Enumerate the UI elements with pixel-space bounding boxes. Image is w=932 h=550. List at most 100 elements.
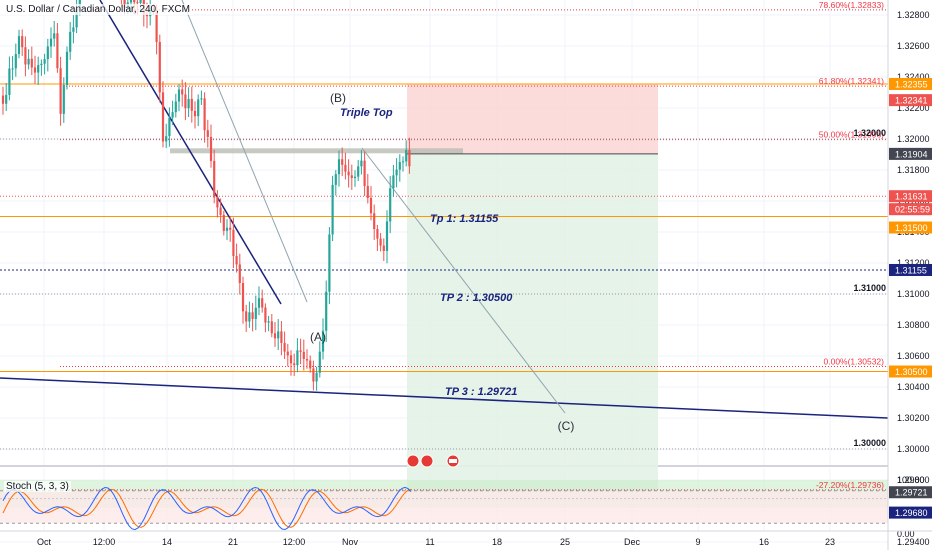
price-label-box [889, 203, 932, 216]
price-label-box [889, 221, 932, 234]
candle-body [373, 213, 376, 229]
fib-label: 0.00%(1.30532) [824, 357, 885, 367]
price-label-box [889, 365, 932, 378]
candle-body [33, 67, 37, 73]
candle-body [21, 36, 24, 48]
candle-body [229, 227, 232, 230]
time-tick-label: 14 [162, 537, 172, 547]
candle-body [17, 36, 21, 55]
candle-body [408, 149, 411, 167]
round-level-label: 1.31000 [853, 283, 886, 293]
candle-body [158, 42, 161, 93]
candle-body [350, 175, 353, 179]
stochastic-title[interactable]: Stoch (5, 3, 3) [4, 481, 71, 492]
price-label-box [889, 94, 932, 107]
take-profit-zone [407, 153, 658, 493]
stochastic-band [0, 490, 888, 524]
long-trend-line [0, 377, 932, 421]
channel-line [181, 0, 308, 303]
price-label: 1.32341 [895, 96, 928, 106]
candle-body [187, 98, 190, 109]
time-tick-label: 12:00 [283, 537, 306, 547]
candle-body [232, 229, 235, 257]
candle-body [385, 221, 389, 251]
candle-body [27, 58, 30, 65]
price-tick-label: 1.29400 [897, 537, 930, 547]
candle-body [1, 95, 5, 104]
candle-body [37, 65, 40, 73]
wave-b-label: (B) [330, 91, 346, 105]
candle-body [72, 27, 75, 32]
price-label: 1.29721 [895, 488, 928, 498]
candle-body [392, 175, 395, 189]
candle-body [238, 264, 241, 284]
ca-flag-band [449, 459, 457, 463]
candle-body [382, 245, 385, 251]
candle-body [395, 169, 398, 176]
candle-body [65, 51, 69, 86]
price-label-box [889, 506, 932, 519]
time-tick-label: 25 [560, 537, 570, 547]
candle-body [305, 358, 309, 361]
candle-body [299, 350, 302, 352]
candle-body [219, 207, 222, 215]
candle-body [293, 363, 296, 366]
candle-body [379, 238, 382, 246]
candle-body [331, 184, 334, 235]
candle-body [360, 160, 363, 167]
triple-top-resistance-band [170, 148, 463, 154]
price-tick-label: 1.31800 [897, 165, 930, 175]
candle-body [389, 188, 392, 222]
candle-body [43, 59, 46, 64]
candle-body [398, 162, 401, 170]
candle-body [209, 136, 213, 161]
stop-loss-zone [407, 83, 658, 154]
price-tick-label: 1.32800 [897, 10, 930, 20]
candle-body [264, 307, 267, 323]
candle-body [181, 89, 184, 95]
price-label-box [889, 486, 932, 499]
candle-body [318, 351, 321, 373]
stochastic-tick-label: 100.00 [897, 475, 925, 485]
time-tick-label: 16 [759, 537, 769, 547]
candle-body [363, 160, 366, 187]
candle-body [133, 0, 136, 3]
symbol-title[interactable]: U.S. Dollar / Canadian Dollar, 240, FXCM [4, 4, 192, 15]
tp3-label: TP 3 : 1.29721 [445, 386, 517, 398]
candle-body [277, 331, 280, 339]
candle-body [213, 160, 216, 198]
candle-body [168, 117, 171, 137]
round-level-label: 1.30000 [853, 438, 886, 448]
candle-body [11, 68, 14, 70]
candle-body [347, 171, 350, 176]
wave-c-label: (C) [558, 419, 575, 433]
candle-body [325, 291, 328, 331]
wave-a-label: (A) [310, 330, 326, 344]
candle-body [270, 321, 273, 334]
candle-body [344, 164, 347, 172]
candle-body [24, 47, 27, 65]
price-label: 1.30500 [895, 367, 928, 377]
candle-body [369, 197, 373, 214]
price-label: 1.31631 [895, 192, 928, 202]
candle-body [5, 94, 8, 104]
candle-body [341, 159, 344, 165]
price-label: 1.31904 [895, 149, 928, 159]
candle-body [197, 99, 200, 117]
candle-body [289, 355, 293, 364]
fib-label: -27.20%(1.29736) [816, 480, 884, 490]
price-label-box [889, 263, 932, 276]
stochastic-tick-label: 0.00 [897, 529, 915, 539]
triple-top-label: Triple Top [340, 107, 393, 119]
downtrend-line [99, 0, 282, 305]
candle-body [248, 312, 251, 322]
price-label: 1.32355 [895, 79, 928, 89]
time-tick-label: 21 [228, 537, 238, 547]
candle-body [177, 89, 181, 102]
candle-body [30, 58, 33, 68]
candle-body [257, 298, 261, 308]
us-event-icon [406, 454, 420, 468]
candle-body [312, 368, 315, 382]
candle-body [334, 174, 337, 185]
